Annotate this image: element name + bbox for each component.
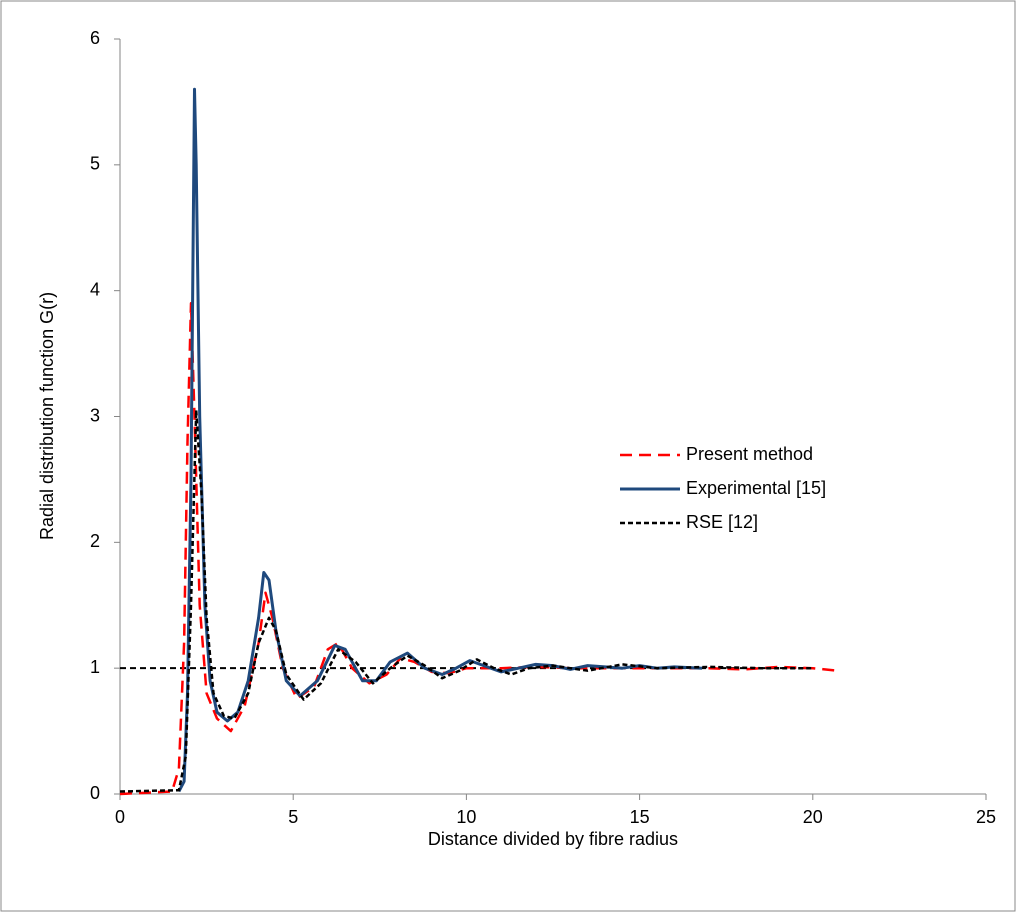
x-tick-label: 5	[288, 807, 298, 827]
legend-label: Experimental [15]	[686, 478, 826, 498]
y-tick-label: 1	[90, 657, 100, 677]
x-tick-label: 25	[976, 807, 996, 827]
y-tick-label: 4	[90, 279, 100, 299]
x-axis-title: Distance divided by fibre radius	[428, 829, 678, 849]
y-tick-label: 5	[90, 154, 100, 174]
series-line	[119, 408, 813, 793]
x-tick-label: 0	[115, 807, 125, 827]
y-tick-label: 2	[90, 531, 100, 551]
x-tick-label: 10	[456, 807, 476, 827]
x-tick-label: 15	[630, 807, 650, 827]
legend-label: RSE [12]	[686, 512, 758, 532]
y-axis-title: Radial distribution function G(r)	[37, 292, 57, 540]
y-tick-label: 0	[90, 783, 100, 803]
y-tick-label: 6	[90, 28, 100, 48]
y-tick-label: 3	[90, 405, 100, 425]
legend-label: Present method	[686, 444, 813, 464]
x-tick-label: 20	[803, 807, 823, 827]
